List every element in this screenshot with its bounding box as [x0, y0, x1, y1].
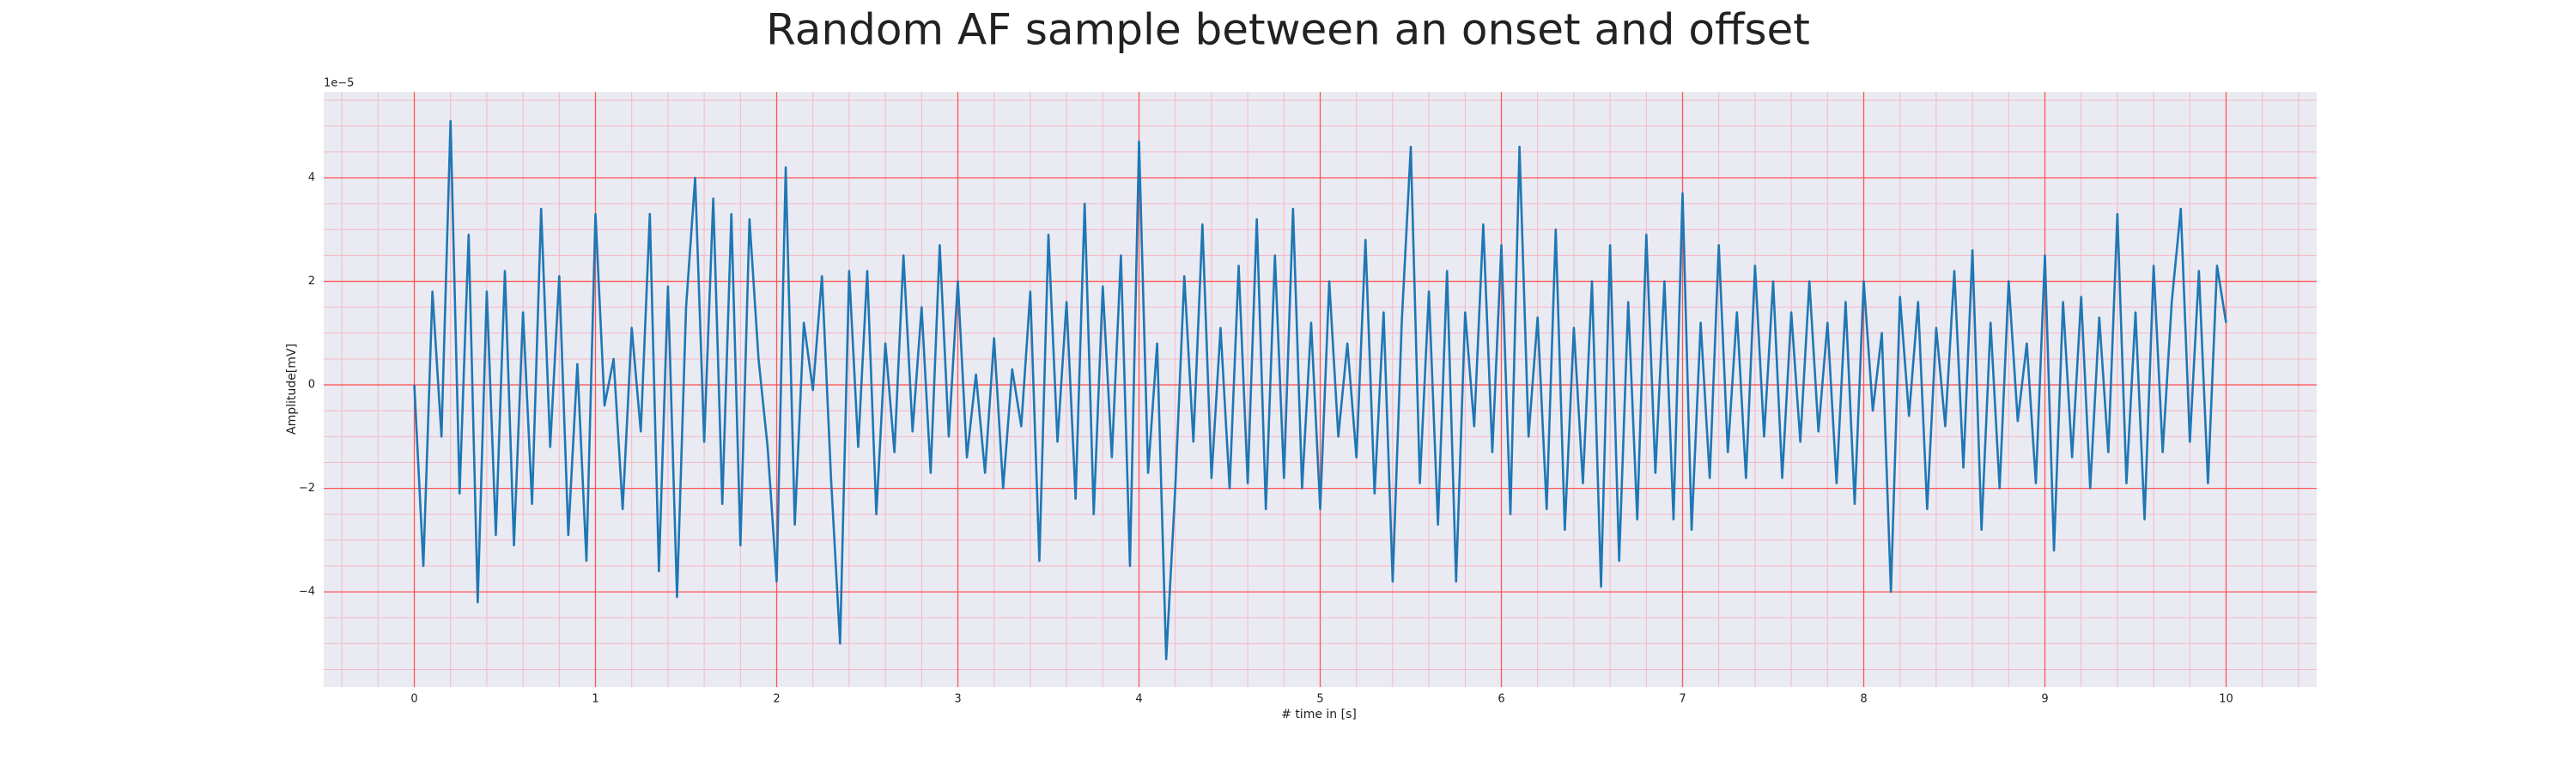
- y-tick-label: 2: [308, 275, 315, 288]
- x-tick-label: 6: [1498, 693, 1504, 706]
- x-axis-label: # time in [s]: [1281, 708, 1357, 721]
- x-tick-label: 9: [2041, 693, 2048, 706]
- x-tick-label: 4: [1135, 693, 1142, 706]
- y-tick-label: 4: [308, 172, 315, 185]
- x-tick-label: 8: [1860, 693, 1867, 706]
- x-tick-label: 10: [2219, 693, 2233, 706]
- data-line: [413, 119, 2227, 660]
- y-axis-label: Amplitude[mV]: [285, 344, 299, 435]
- y-tick-label: −4: [299, 586, 315, 599]
- y-tick-label: 0: [308, 379, 315, 392]
- x-tick-label: 5: [1316, 693, 1323, 706]
- x-tick-label: 1: [592, 693, 598, 706]
- x-tick-label: 7: [1679, 693, 1686, 706]
- x-tick-label: 0: [410, 693, 417, 706]
- x-tick-label: 3: [954, 693, 961, 706]
- x-tick-label: 2: [773, 693, 780, 706]
- chart-title: Random AF sample between an onset and of…: [766, 5, 1810, 55]
- y-offset-label: 1e−5: [324, 77, 354, 90]
- y-tick-label: −2: [299, 482, 315, 495]
